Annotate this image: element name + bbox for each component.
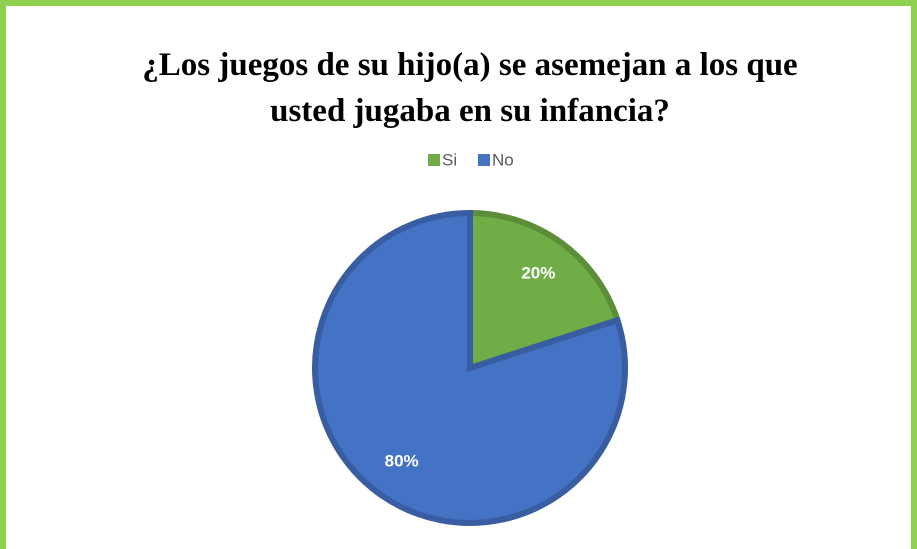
legend-swatch — [478, 154, 490, 166]
chart: Si No 20% 80% — [312, 150, 628, 526]
pie-slice — [312, 209, 628, 526]
legend-label: No — [492, 150, 514, 169]
legend-label: Si — [442, 150, 457, 169]
data-label: 20% — [521, 263, 555, 282]
legend-swatch — [428, 154, 440, 166]
data-label: 80% — [385, 452, 419, 471]
chart-title: ¿Los juegos de su hijo(a) se asemejan a … — [142, 47, 798, 129]
